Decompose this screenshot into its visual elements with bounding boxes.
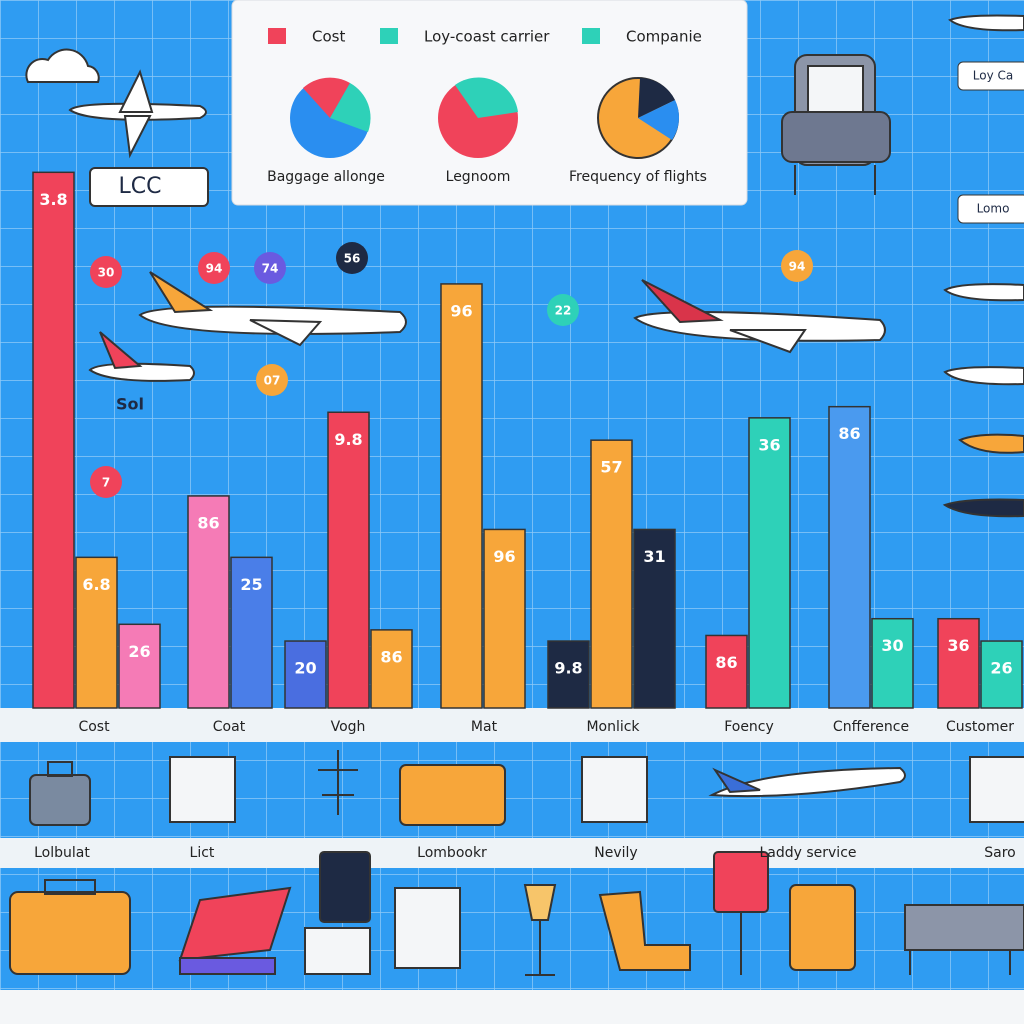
bar-label: 86 (715, 653, 737, 672)
bubble-label: 30 (98, 266, 115, 280)
bar-label: 86 (838, 424, 860, 443)
bar-label: 31 (643, 547, 665, 566)
category-label: Coat (213, 719, 246, 735)
bar (828, 405, 871, 709)
side-label: Lomo (977, 202, 1010, 216)
bar-label: 6.8 (82, 575, 110, 594)
side-label: Loy Ca (973, 69, 1013, 83)
bubble (198, 252, 230, 284)
side-box (957, 194, 1024, 224)
bar-label: 25 (240, 575, 262, 594)
bar (284, 640, 327, 709)
category-label: Customer (946, 719, 1014, 735)
legend-swatch (268, 28, 286, 44)
pie-label: Frequency of flights (569, 169, 707, 185)
plane-icon (68, 14, 1024, 798)
bar-label: 30 (881, 636, 903, 655)
bar (748, 417, 791, 709)
category-label: Cost (78, 719, 110, 735)
bar-label: 26 (990, 659, 1012, 678)
tag-label: LCC (119, 174, 162, 199)
bar (705, 634, 748, 709)
cloud-icon (25, 48, 100, 83)
bar (327, 411, 370, 709)
bubble-label: 7 (102, 476, 110, 490)
bar (75, 556, 118, 709)
category-strip (0, 708, 1024, 742)
bar-label: 26 (128, 642, 150, 661)
category-label: Foency (724, 719, 774, 735)
bubble-label: 94 (206, 262, 223, 276)
plane-label: Sol (116, 395, 144, 414)
legend-label: Loy-coast carrier (424, 28, 550, 46)
bar-label: 9.8 (334, 430, 362, 449)
bar-label: 20 (294, 659, 316, 678)
pie-label: Baggage allonge (267, 169, 385, 185)
bar-label: 86 (197, 513, 219, 532)
label-strip (0, 838, 1024, 868)
category-label: Vogh (331, 719, 366, 735)
bar-label: 86 (380, 647, 402, 666)
bottom-label: Laddy service (759, 845, 856, 861)
seat-icon (781, 54, 891, 195)
bar (187, 495, 230, 709)
legend-label: Companie (626, 28, 702, 46)
side-box (957, 61, 1024, 91)
bubble (547, 294, 579, 326)
bubble-label: 56 (344, 252, 361, 266)
category-label: Cnfference (833, 719, 909, 735)
bar-label: 96 (493, 547, 515, 566)
bottom-label: Lolbulat (34, 845, 90, 861)
bar-label: 36 (758, 435, 780, 454)
bottom-label: Saro (984, 845, 1015, 861)
bar (937, 617, 980, 709)
legend-label: Cost (312, 28, 345, 46)
category-label: Mat (471, 719, 498, 735)
bar (440, 283, 483, 709)
bubble (781, 250, 813, 282)
bottom-label: Lict (190, 845, 215, 861)
bar (590, 439, 633, 709)
bottom-icon (9, 750, 1024, 976)
bar-label: 96 (450, 301, 472, 320)
bar (980, 640, 1023, 709)
bar (370, 629, 413, 709)
bubble (254, 252, 286, 284)
pie-icon (290, 77, 679, 159)
bar (633, 528, 676, 709)
bar (871, 617, 914, 709)
bubble (90, 466, 122, 498)
bottom-label: Lombookr (417, 845, 487, 861)
bubble-label: 94 (789, 260, 806, 274)
bar-label: 9.8 (554, 659, 582, 678)
bar (32, 171, 75, 709)
bar-label: 36 (947, 636, 969, 655)
footer (0, 990, 1024, 1024)
bar (547, 640, 590, 709)
pie-label: Legnoom (446, 169, 511, 185)
bar-label: 57 (600, 458, 622, 477)
bubble (256, 364, 288, 396)
bar (118, 623, 161, 709)
bar (230, 556, 273, 709)
tag-box (89, 167, 209, 207)
legend-swatch (582, 28, 600, 44)
bottom-label: Nevily (594, 845, 637, 861)
legend-swatch (380, 28, 398, 44)
bubble (336, 242, 368, 274)
bubble (90, 256, 122, 288)
bubble-label: 74 (262, 262, 279, 276)
category-label: Monlick (586, 719, 640, 735)
bar-label: 3.8 (39, 190, 67, 209)
bar (483, 528, 526, 709)
bubble-label: 22 (555, 304, 572, 318)
bubble-label: 07 (264, 374, 281, 388)
